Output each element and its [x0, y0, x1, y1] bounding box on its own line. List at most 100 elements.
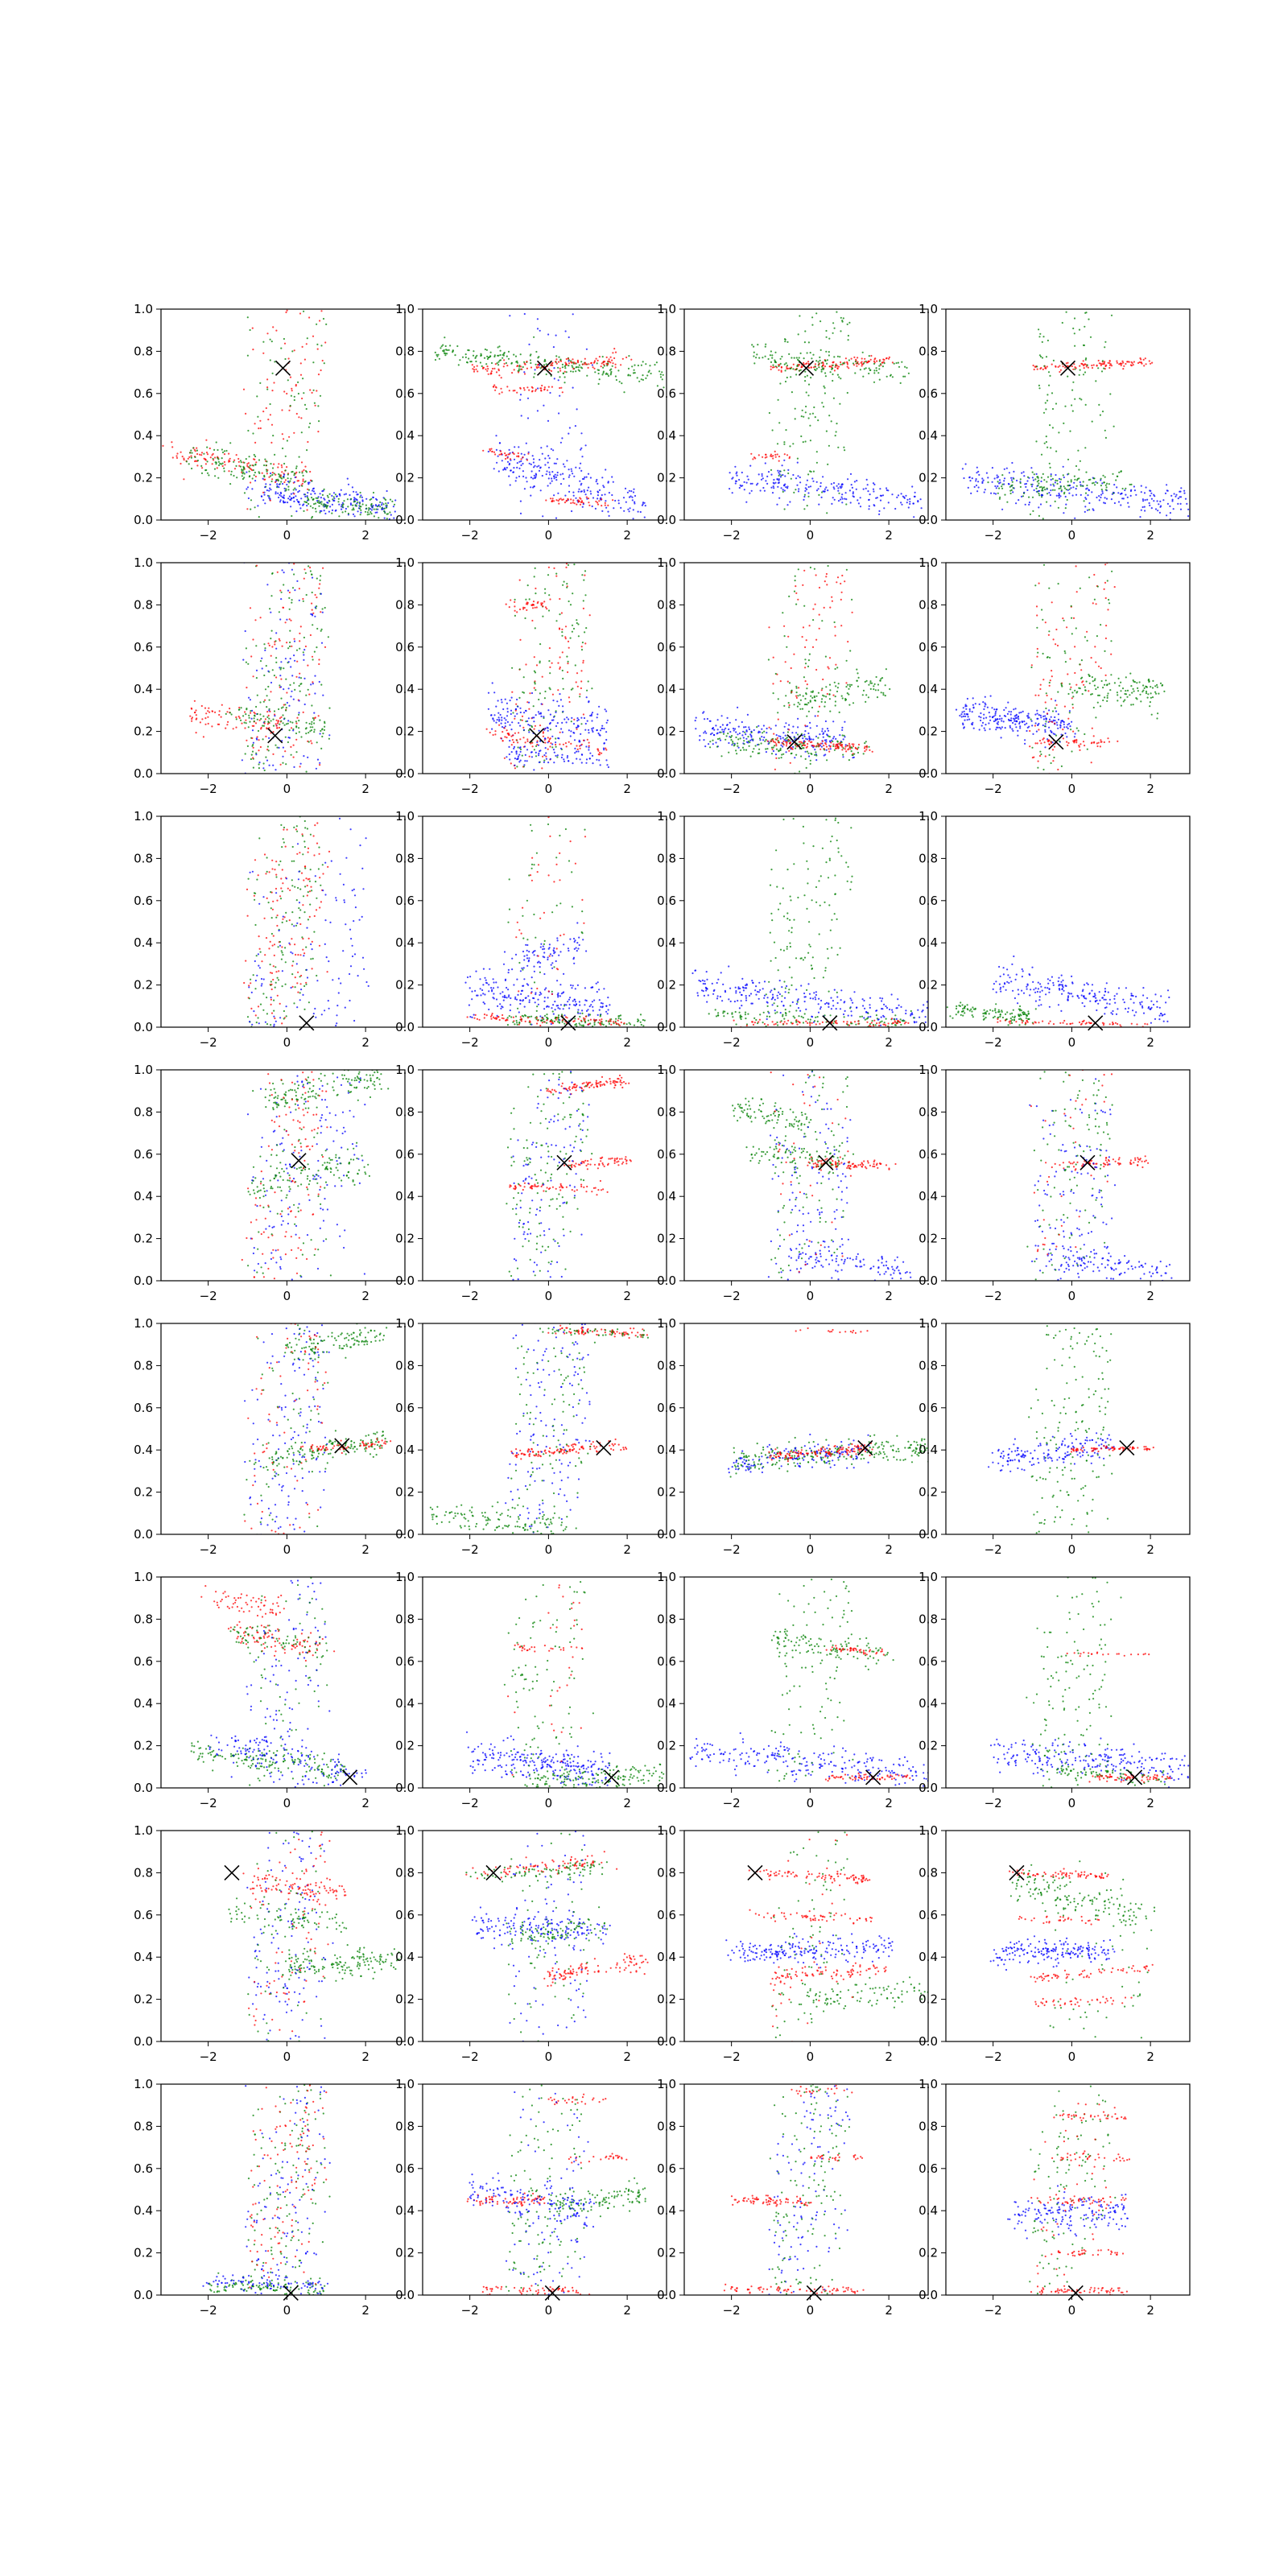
point: [998, 488, 1000, 489]
point: [1038, 387, 1040, 389]
point: [1149, 360, 1150, 361]
x-tick-label: 2: [885, 528, 893, 543]
point: [825, 285, 827, 287]
point: [285, 162, 287, 163]
point: [1121, 361, 1123, 362]
point: [254, 715, 255, 716]
point: [791, 524, 793, 526]
point: [1058, 507, 1059, 509]
point: [289, 642, 291, 643]
x-tick-label: 2: [1146, 528, 1154, 543]
point: [774, 361, 776, 363]
x-tick-label: 0: [545, 782, 553, 796]
point: [770, 350, 772, 352]
point: [494, 733, 496, 735]
point: [743, 737, 745, 738]
point: [291, 515, 292, 517]
point: [520, 464, 522, 466]
point: [238, 707, 240, 708]
point: [606, 764, 608, 766]
point: [848, 322, 850, 324]
point: [255, 706, 257, 708]
point: [861, 357, 863, 359]
point: [1099, 499, 1100, 501]
point: [840, 218, 842, 220]
point: [510, 484, 511, 485]
point: [252, 879, 254, 881]
point: [791, 478, 792, 480]
point: [1038, 494, 1040, 496]
point: [584, 717, 585, 719]
point: [573, 495, 575, 497]
axes-frame: [161, 309, 405, 520]
point: [782, 737, 784, 739]
point: [865, 488, 867, 489]
point: [1052, 484, 1054, 485]
point: [524, 363, 526, 365]
point: [283, 500, 284, 502]
point: [267, 745, 269, 747]
point: [1084, 500, 1085, 502]
point: [577, 686, 579, 687]
point: [265, 549, 266, 551]
point: [568, 336, 570, 338]
point: [506, 467, 508, 469]
point: [567, 757, 568, 758]
point: [312, 656, 313, 658]
point: [387, 502, 389, 504]
point: [195, 460, 196, 462]
point: [1047, 477, 1049, 478]
point: [816, 368, 818, 369]
point: [1117, 476, 1118, 477]
point: [791, 638, 792, 640]
point: [444, 351, 445, 353]
point: [530, 362, 531, 364]
point: [1154, 495, 1155, 497]
point: [860, 369, 861, 370]
point: [554, 307, 555, 308]
point: [708, 743, 709, 745]
point: [517, 706, 518, 708]
point: [1084, 497, 1086, 498]
point: [301, 398, 303, 399]
point: [256, 565, 258, 567]
point: [1058, 366, 1059, 368]
point: [740, 749, 741, 751]
point: [240, 720, 242, 721]
point: [290, 746, 291, 748]
point: [549, 457, 551, 459]
point: [186, 460, 188, 462]
point: [1064, 487, 1066, 489]
point: [276, 727, 278, 729]
point: [238, 461, 240, 463]
point: [606, 722, 608, 724]
point: [628, 355, 630, 357]
point: [888, 502, 890, 503]
point: [605, 708, 606, 710]
point: [558, 705, 559, 707]
point: [574, 408, 576, 410]
point: [646, 374, 648, 376]
point: [379, 502, 381, 503]
point: [842, 362, 844, 364]
point: [735, 719, 737, 720]
point: [306, 408, 308, 410]
point: [614, 500, 616, 502]
point: [319, 681, 320, 683]
point: [532, 745, 534, 747]
point: [254, 717, 255, 719]
point: [567, 663, 568, 664]
point: [868, 508, 869, 510]
point: [1059, 371, 1060, 373]
point: [1121, 363, 1122, 365]
point: [900, 502, 902, 503]
point: [975, 480, 976, 481]
point: [849, 489, 851, 491]
point: [1104, 248, 1105, 250]
point: [814, 365, 815, 367]
point: [814, 369, 815, 370]
point: [318, 588, 320, 589]
point: [808, 417, 810, 419]
point: [255, 461, 257, 463]
point: [633, 518, 634, 519]
